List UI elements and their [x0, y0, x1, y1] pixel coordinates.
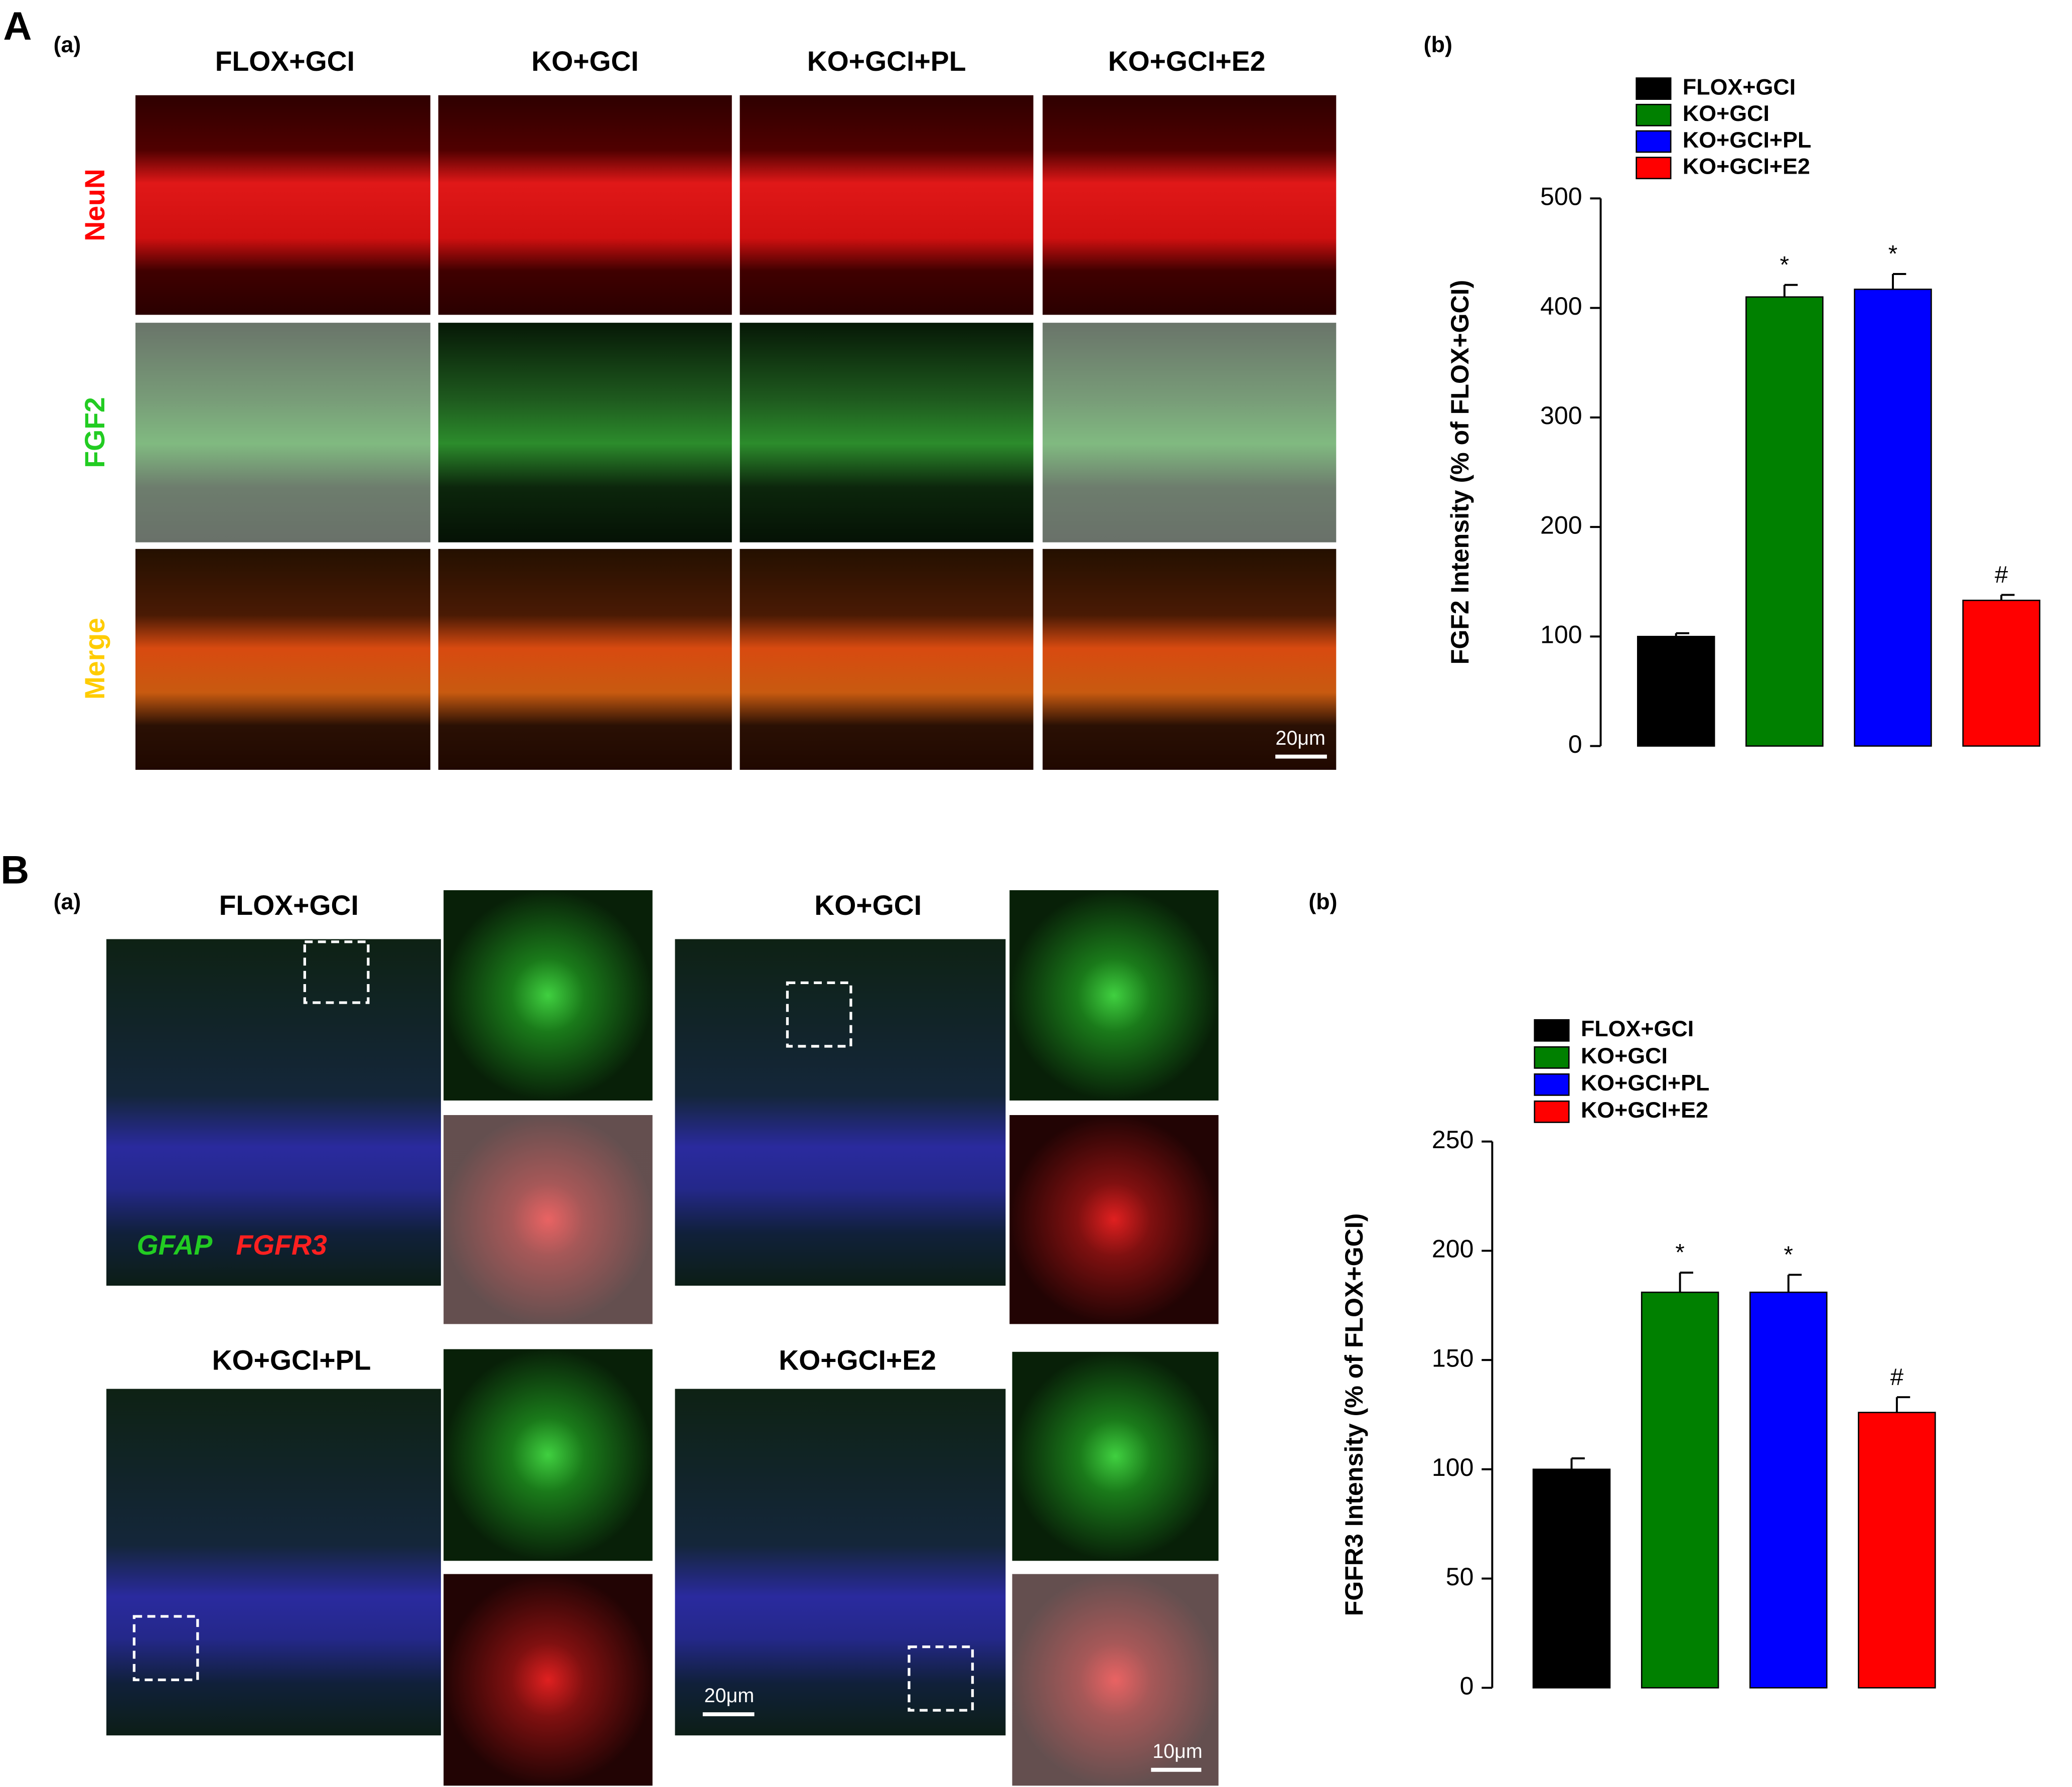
y-axis-label: FGF2 Intensity (% of FLOX+GCI) — [1446, 280, 1474, 665]
bar — [1749, 1291, 1828, 1689]
zoom-box — [786, 981, 852, 1048]
legend-swatch — [1534, 1073, 1570, 1096]
panel-label: A — [3, 4, 32, 48]
micrograph — [106, 939, 441, 1286]
scale-label: 20μm — [704, 1685, 755, 1707]
subpanel-label: (b) — [1424, 32, 1452, 57]
y-tick-label: 200 — [1432, 1235, 1474, 1263]
micrograph — [739, 323, 1033, 542]
legend-swatch — [1636, 103, 1672, 126]
micrograph — [135, 95, 430, 315]
micrograph — [438, 95, 732, 315]
bar — [1745, 296, 1824, 747]
y-tick-label: 100 — [1432, 1453, 1474, 1481]
legend-label: KO+GCI+PL — [1581, 1070, 1709, 1095]
micrograph — [675, 1389, 1006, 1736]
scale-label: 10μm — [1152, 1740, 1203, 1762]
y-tick-label: 150 — [1432, 1344, 1474, 1372]
y-tick-label: 0 — [1460, 1672, 1474, 1700]
significance-mark: * — [1784, 1242, 1793, 1268]
legend-swatch — [1534, 1046, 1570, 1069]
inset — [443, 1349, 653, 1561]
significance-mark: # — [1890, 1364, 1904, 1391]
legend-swatch — [1636, 157, 1672, 180]
y-axis-label: FGFR3 Intensity (% of FLOX+GCI) — [1340, 1213, 1368, 1616]
y-tick-label: 100 — [1540, 621, 1582, 649]
bar — [1962, 600, 2040, 747]
micrograph — [438, 548, 732, 770]
significance-mark: * — [1780, 251, 1789, 278]
micrograph — [438, 323, 732, 542]
group-header: KO+GCI+E2 — [779, 1345, 936, 1376]
y-tick-label: 250 — [1432, 1126, 1474, 1154]
inset — [1012, 1574, 1219, 1786]
legend-label: KO+GCI+PL — [1683, 127, 1811, 153]
legend-label: FLOX+GCI — [1683, 74, 1796, 99]
legend-label: KO+GCI+E2 — [1581, 1097, 1708, 1123]
inset — [1012, 1351, 1219, 1561]
column-header: KO+GCI — [531, 46, 639, 77]
subpanel-label: (b) — [1308, 889, 1337, 914]
zoom-box — [303, 940, 370, 1004]
legend-label: FLOX+GCI — [1581, 1016, 1694, 1041]
y-tick-label: 0 — [1568, 730, 1582, 758]
subpanel-label: (a) — [54, 32, 81, 57]
legend-swatch — [1636, 77, 1672, 100]
micrograph — [1043, 323, 1337, 542]
micrograph — [1043, 95, 1337, 315]
scale-label: 20μm — [1275, 727, 1325, 749]
bar — [1858, 1412, 1936, 1689]
legend-swatch — [1534, 1019, 1570, 1042]
bar — [1637, 636, 1715, 747]
legend-label: KO+GCI — [1683, 101, 1769, 126]
legend-label: KO+GCI+E2 — [1683, 154, 1810, 179]
y-tick-label: 400 — [1540, 292, 1582, 320]
bar — [1854, 289, 1932, 747]
micrograph — [106, 1389, 441, 1736]
panel-b-images — [106, 890, 1219, 1786]
column-header: FLOX+GCI — [215, 46, 355, 77]
micrograph — [135, 323, 430, 542]
bar — [1532, 1468, 1611, 1689]
y-tick-label: 200 — [1540, 511, 1582, 539]
y-tick-label: 300 — [1540, 401, 1582, 430]
legend-label: KO+GCI — [1581, 1043, 1668, 1068]
legend-swatch — [1636, 130, 1672, 153]
group-header: KO+GCI+PL — [212, 1345, 371, 1376]
subpanel-label: (a) — [54, 889, 81, 914]
panel-label: B — [1, 848, 29, 892]
significance-mark: * — [1675, 1240, 1684, 1266]
inset — [1009, 1115, 1219, 1324]
micrograph — [739, 548, 1033, 770]
inset — [443, 890, 653, 1101]
y-tick-label: 500 — [1540, 183, 1582, 211]
stain-label: FGFR3 — [236, 1229, 327, 1261]
inset — [443, 1574, 653, 1786]
micrograph — [675, 939, 1006, 1286]
row-label: Merge — [79, 618, 110, 700]
group-header: FLOX+GCI — [219, 890, 359, 921]
group-header: KO+GCI — [814, 890, 922, 921]
stain-label: GFAP — [137, 1229, 213, 1261]
legend-swatch — [1534, 1101, 1570, 1123]
inset — [443, 1115, 653, 1324]
bar — [1641, 1291, 1719, 1689]
micrograph — [1043, 548, 1337, 770]
significance-mark: # — [1995, 562, 2008, 588]
row-label: NeuN — [79, 169, 110, 241]
inset — [1009, 890, 1219, 1101]
significance-mark: * — [1888, 241, 1897, 267]
micrograph — [135, 548, 430, 770]
zoom-box — [908, 1645, 974, 1712]
column-header: KO+GCI+PL — [807, 46, 966, 77]
panel-a-images — [135, 95, 1337, 770]
micrograph — [739, 95, 1033, 315]
row-label: FGF2 — [79, 397, 110, 468]
y-tick-label: 50 — [1446, 1563, 1474, 1591]
column-header: KO+GCI+E2 — [1108, 46, 1266, 77]
